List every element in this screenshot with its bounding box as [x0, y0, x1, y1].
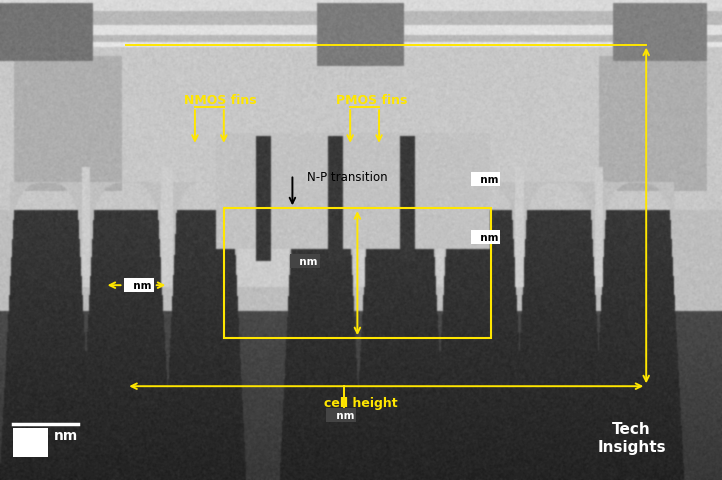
Text: nm: nm [126, 281, 152, 290]
Text: PMOS fins: PMOS fins [336, 94, 407, 107]
Text: nm: nm [329, 410, 354, 420]
Bar [224, 209, 491, 338]
Text: nm: nm [53, 428, 78, 443]
Text: NMOS fins: NMOS fins [184, 94, 256, 107]
Text: nm: nm [473, 233, 498, 242]
Text: nm: nm [473, 175, 498, 185]
Text: cell height: cell height [324, 396, 398, 409]
Bar [13, 428, 48, 457]
Text: N-P transition: N-P transition [307, 170, 388, 183]
Text: nm: nm [292, 257, 318, 266]
Text: Tech
Insights: Tech Insights [597, 421, 666, 454]
